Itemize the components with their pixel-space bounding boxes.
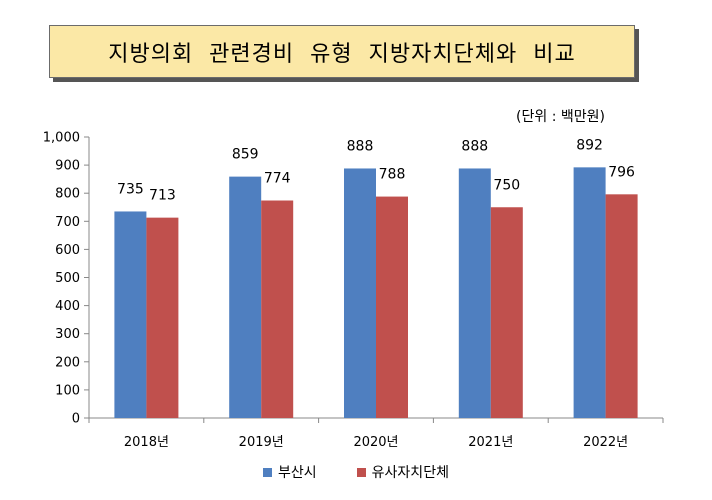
bar-busan: [344, 168, 376, 418]
y-tick-label: 900: [55, 159, 80, 174]
bar-similar: [490, 207, 523, 418]
bar-similar: [146, 217, 179, 418]
legend-item-similar: 유사자치단체: [356, 462, 449, 482]
data-label: 713: [149, 188, 176, 204]
bar-busan: [573, 167, 606, 418]
bar-busan: [458, 168, 491, 418]
unit-note: (단위 : 백만원): [516, 109, 605, 125]
x-tick-label: 2022년: [583, 435, 628, 450]
y-tick-label: 800: [55, 187, 80, 202]
legend: 부산시 유사자치단체: [0, 462, 712, 482]
legend-swatch-similar: [356, 467, 366, 477]
y-tick-label: 200: [55, 355, 80, 370]
bar-similar: [376, 196, 408, 418]
x-tick-label: 2019년: [239, 435, 284, 450]
chart-title: 지방의회 관련경비 유형 지방자치단체와 비교: [108, 41, 576, 67]
legend-swatch-busan: [263, 467, 273, 477]
bar-similar: [605, 194, 638, 418]
data-label: 892: [576, 137, 603, 153]
y-tick-label: 300: [55, 327, 80, 342]
data-label: 774: [264, 171, 291, 187]
x-tick-label: 2018년: [124, 435, 169, 450]
bar-busan: [114, 211, 147, 418]
legend-label-similar: 유사자치단체: [371, 465, 449, 481]
data-label: 888: [347, 138, 374, 154]
y-tick-label: 0: [72, 412, 80, 427]
bar-similar: [261, 200, 294, 418]
legend-item-busan: 부산시: [263, 462, 317, 482]
data-label: 750: [493, 177, 520, 193]
x-tick-label: 2021년: [468, 435, 513, 450]
y-tick-label: 400: [55, 299, 80, 314]
y-tick-label: 1,000: [43, 131, 80, 146]
data-label: 735: [117, 181, 144, 197]
x-tick-label: 2020년: [353, 435, 398, 450]
data-label: 788: [379, 167, 406, 183]
data-label: 888: [461, 138, 488, 154]
data-label: 796: [608, 164, 635, 180]
data-label: 859: [232, 147, 259, 163]
legend-label-busan: 부산시: [278, 465, 317, 481]
title-box: 지방의회 관련경비 유형 지방자치단체와 비교: [49, 25, 635, 78]
y-tick-label: 700: [55, 215, 80, 230]
y-tick-label: 100: [55, 383, 80, 398]
bar-busan: [229, 176, 262, 418]
y-tick-label: 500: [55, 271, 80, 286]
y-tick-label: 600: [55, 243, 80, 258]
